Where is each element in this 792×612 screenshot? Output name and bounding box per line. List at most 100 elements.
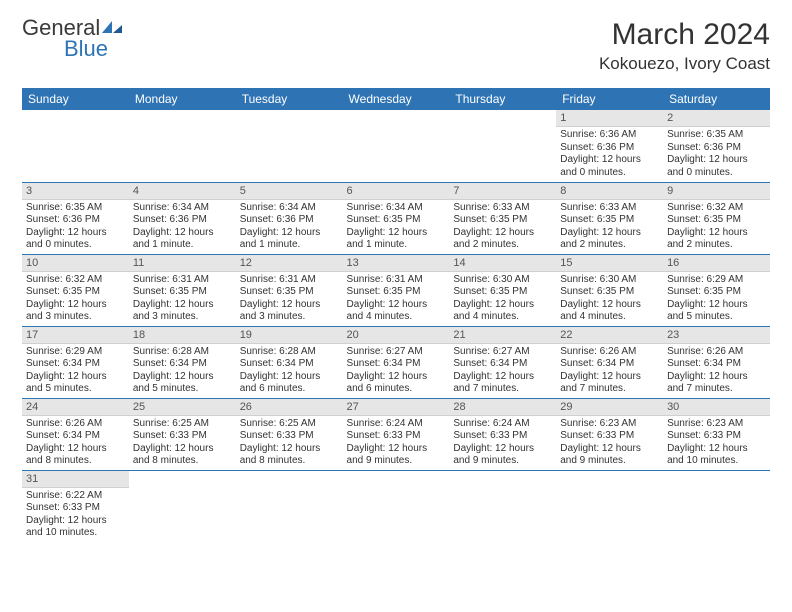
sunset-text: Sunset: 6:35 PM — [453, 286, 552, 299]
daylight-text-2: and 8 minutes. — [240, 455, 339, 468]
sunrise-text: Sunrise: 6:28 AM — [240, 346, 339, 359]
sunrise-text: Sunrise: 6:23 AM — [667, 418, 766, 431]
calendar-cell: 26Sunrise: 6:25 AMSunset: 6:33 PMDayligh… — [236, 398, 343, 470]
calendar-cell: 24Sunrise: 6:26 AMSunset: 6:34 PMDayligh… — [22, 398, 129, 470]
calendar-cell: 19Sunrise: 6:28 AMSunset: 6:34 PMDayligh… — [236, 326, 343, 398]
sunrise-text: Sunrise: 6:22 AM — [26, 490, 125, 503]
daylight-text-1: Daylight: 12 hours — [667, 371, 766, 384]
calendar-body: 1Sunrise: 6:36 AMSunset: 6:36 PMDaylight… — [22, 110, 770, 542]
calendar-cell: 1Sunrise: 6:36 AMSunset: 6:36 PMDaylight… — [556, 110, 663, 182]
day-header: Saturday — [663, 88, 770, 110]
sunrise-text: Sunrise: 6:31 AM — [133, 274, 232, 287]
empty-cell — [236, 110, 343, 126]
day-details: Sunrise: 6:26 AMSunset: 6:34 PMDaylight:… — [556, 344, 663, 398]
calendar-cell: 10Sunrise: 6:32 AMSunset: 6:35 PMDayligh… — [22, 254, 129, 326]
daylight-text-1: Daylight: 12 hours — [560, 443, 659, 456]
daylight-text-2: and 2 minutes. — [453, 239, 552, 252]
daylight-text-2: and 10 minutes. — [26, 527, 125, 540]
daylight-text-1: Daylight: 12 hours — [240, 443, 339, 456]
calendar-cell — [449, 470, 556, 542]
day-details: Sunrise: 6:23 AMSunset: 6:33 PMDaylight:… — [556, 416, 663, 470]
day-number: 7 — [449, 183, 556, 200]
sunrise-text: Sunrise: 6:24 AM — [347, 418, 446, 431]
daylight-text-1: Daylight: 12 hours — [453, 371, 552, 384]
day-number: 14 — [449, 255, 556, 272]
sunset-text: Sunset: 6:36 PM — [26, 214, 125, 227]
day-details: Sunrise: 6:26 AMSunset: 6:34 PMDaylight:… — [22, 416, 129, 470]
day-number: 8 — [556, 183, 663, 200]
daylight-text-1: Daylight: 12 hours — [133, 371, 232, 384]
sunset-text: Sunset: 6:34 PM — [26, 430, 125, 443]
daylight-text-2: and 3 minutes. — [240, 311, 339, 324]
day-details: Sunrise: 6:33 AMSunset: 6:35 PMDaylight:… — [556, 200, 663, 254]
calendar-cell — [343, 470, 450, 542]
sunrise-text: Sunrise: 6:27 AM — [453, 346, 552, 359]
sunset-text: Sunset: 6:33 PM — [240, 430, 339, 443]
calendar-cell: 22Sunrise: 6:26 AMSunset: 6:34 PMDayligh… — [556, 326, 663, 398]
sunrise-text: Sunrise: 6:32 AM — [667, 202, 766, 215]
brand-part2: Blue — [64, 36, 108, 61]
sunset-text: Sunset: 6:36 PM — [133, 214, 232, 227]
sunrise-text: Sunrise: 6:25 AM — [240, 418, 339, 431]
sunrise-text: Sunrise: 6:26 AM — [667, 346, 766, 359]
daylight-text-2: and 1 minute. — [347, 239, 446, 252]
day-number: 16 — [663, 255, 770, 272]
day-details: Sunrise: 6:35 AMSunset: 6:36 PMDaylight:… — [663, 127, 770, 181]
day-number: 22 — [556, 327, 663, 344]
day-number: 12 — [236, 255, 343, 272]
day-number: 6 — [343, 183, 450, 200]
sunrise-text: Sunrise: 6:35 AM — [667, 129, 766, 142]
empty-cell — [129, 110, 236, 126]
daylight-text-2: and 4 minutes. — [560, 311, 659, 324]
day-details: Sunrise: 6:31 AMSunset: 6:35 PMDaylight:… — [129, 272, 236, 326]
sunrise-text: Sunrise: 6:29 AM — [26, 346, 125, 359]
daylight-text-2: and 0 minutes. — [26, 239, 125, 252]
daylight-text-2: and 9 minutes. — [560, 455, 659, 468]
daylight-text-1: Daylight: 12 hours — [560, 227, 659, 240]
day-details: Sunrise: 6:29 AMSunset: 6:34 PMDaylight:… — [22, 344, 129, 398]
daylight-text-2: and 3 minutes. — [133, 311, 232, 324]
daylight-text-1: Daylight: 12 hours — [453, 227, 552, 240]
sunset-text: Sunset: 6:33 PM — [133, 430, 232, 443]
calendar-cell: 8Sunrise: 6:33 AMSunset: 6:35 PMDaylight… — [556, 182, 663, 254]
day-details: Sunrise: 6:35 AMSunset: 6:36 PMDaylight:… — [22, 200, 129, 254]
daylight-text-2: and 9 minutes. — [453, 455, 552, 468]
daylight-text-1: Daylight: 12 hours — [26, 371, 125, 384]
day-number: 19 — [236, 327, 343, 344]
day-number: 20 — [343, 327, 450, 344]
calendar-cell: 23Sunrise: 6:26 AMSunset: 6:34 PMDayligh… — [663, 326, 770, 398]
day-number: 28 — [449, 399, 556, 416]
calendar-cell — [22, 110, 129, 182]
calendar-row: 10Sunrise: 6:32 AMSunset: 6:35 PMDayligh… — [22, 254, 770, 326]
day-details: Sunrise: 6:34 AMSunset: 6:35 PMDaylight:… — [343, 200, 450, 254]
sunset-text: Sunset: 6:35 PM — [347, 214, 446, 227]
daylight-text-1: Daylight: 12 hours — [240, 371, 339, 384]
daylight-text-1: Daylight: 12 hours — [347, 227, 446, 240]
daylight-text-2: and 10 minutes. — [667, 455, 766, 468]
calendar-cell — [663, 470, 770, 542]
sunrise-text: Sunrise: 6:33 AM — [453, 202, 552, 215]
day-details: Sunrise: 6:32 AMSunset: 6:35 PMDaylight:… — [22, 272, 129, 326]
daylight-text-2: and 3 minutes. — [26, 311, 125, 324]
sunrise-text: Sunrise: 6:35 AM — [26, 202, 125, 215]
sunrise-text: Sunrise: 6:28 AM — [133, 346, 232, 359]
day-number: 3 — [22, 183, 129, 200]
sunset-text: Sunset: 6:35 PM — [453, 214, 552, 227]
day-details: Sunrise: 6:26 AMSunset: 6:34 PMDaylight:… — [663, 344, 770, 398]
sunset-text: Sunset: 6:36 PM — [667, 142, 766, 155]
day-details: Sunrise: 6:22 AMSunset: 6:33 PMDaylight:… — [22, 488, 129, 542]
month-title: March 2024 — [599, 18, 770, 52]
daylight-text-2: and 6 minutes. — [240, 383, 339, 396]
daylight-text-1: Daylight: 12 hours — [453, 299, 552, 312]
sunrise-text: Sunrise: 6:25 AM — [133, 418, 232, 431]
daylight-text-1: Daylight: 12 hours — [667, 227, 766, 240]
calendar-cell: 17Sunrise: 6:29 AMSunset: 6:34 PMDayligh… — [22, 326, 129, 398]
sunrise-text: Sunrise: 6:24 AM — [453, 418, 552, 431]
daylight-text-1: Daylight: 12 hours — [453, 443, 552, 456]
brand-logo: GeneralBlue — [22, 18, 124, 60]
calendar-cell: 3Sunrise: 6:35 AMSunset: 6:36 PMDaylight… — [22, 182, 129, 254]
daylight-text-1: Daylight: 12 hours — [560, 299, 659, 312]
daylight-text-2: and 2 minutes. — [560, 239, 659, 252]
day-details: Sunrise: 6:24 AMSunset: 6:33 PMDaylight:… — [343, 416, 450, 470]
day-number: 24 — [22, 399, 129, 416]
